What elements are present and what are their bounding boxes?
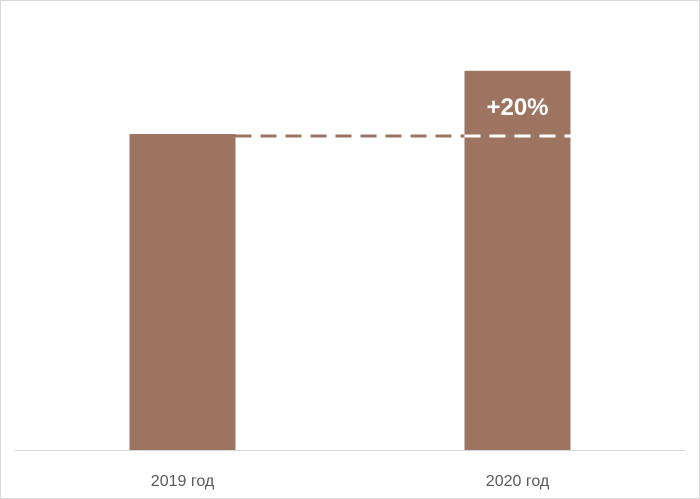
x-tick-label-2: 2020 год	[486, 473, 550, 490]
bar-2	[464, 70, 571, 451]
bars-layer	[129, 70, 571, 451]
tick-labels: 2019 год 2020 год	[151, 473, 550, 490]
x-tick-label-1: 2019 год	[151, 473, 215, 490]
bar-1	[129, 134, 236, 450]
growth-annotation: +20%	[486, 94, 548, 121]
